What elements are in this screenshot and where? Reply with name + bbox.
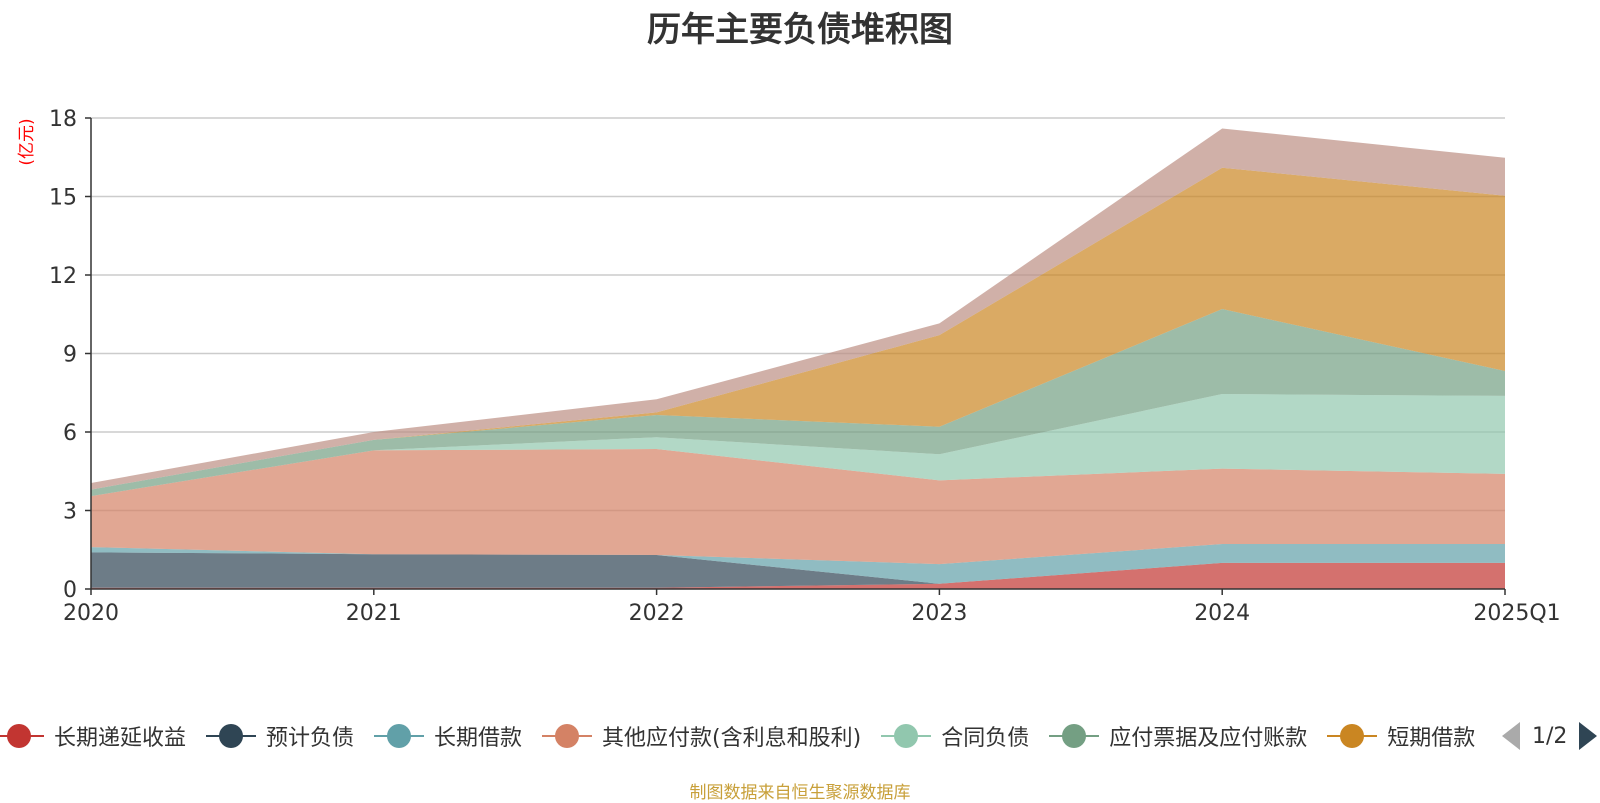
area-series-5 xyxy=(91,309,1505,497)
y-tick-label: 0 xyxy=(63,578,77,603)
legend-swatch-icon xyxy=(206,724,257,748)
area-series-4 xyxy=(91,394,1505,497)
chart-title: 历年主要负债堆积图 xyxy=(647,10,953,50)
legend-item[interactable]: 长期借款 xyxy=(374,716,522,756)
x-tick-label: 2021 xyxy=(346,601,402,626)
y-axis-label: (亿元) xyxy=(17,118,37,165)
legend-pager: 1/2 xyxy=(1502,720,1598,752)
legend-item-label: 应付票据及应付账款 xyxy=(1109,726,1308,751)
area-series xyxy=(91,128,1505,589)
legend-item-label: 短期借款 xyxy=(1387,726,1476,751)
legend-swatch-icon xyxy=(1049,724,1100,748)
y-tick-label: 12 xyxy=(49,264,77,289)
legend-item[interactable]: 预计负债 xyxy=(206,716,354,756)
area-series-7 xyxy=(91,128,1505,490)
legend-item[interactable]: 其他应付款(含利息和股利) xyxy=(542,716,861,756)
x-tick-label: 2022 xyxy=(629,601,685,626)
legend-swatch-icon xyxy=(374,724,425,748)
legend-viewport: 长期递延收益 预计负债 长期借款 其他应付款(含利息和股利) 合同负债 应付票据及应付账款… xyxy=(0,716,1484,756)
y-tick-label: 3 xyxy=(63,500,77,525)
legend-item[interactable]: 合同负债 xyxy=(881,716,1029,756)
legend-swatch-icon xyxy=(0,724,44,748)
legend-item-label: 预计负债 xyxy=(266,726,355,751)
area-series-6 xyxy=(91,167,1505,490)
area-series-2 xyxy=(91,543,1505,584)
axes: 0 3 6 9 12 15 18 2020 2021 2022 2023 2024 2025Q1 xyxy=(49,107,1561,626)
source-note: 制图数据来自恒生聚源数据库 xyxy=(689,783,911,803)
legend-item[interactable]: 应付票据及应付账款 xyxy=(1049,716,1307,756)
x-tick-label: 2023 xyxy=(911,601,967,626)
legend-swatch-icon xyxy=(542,724,593,748)
x-tick-label: 2020 xyxy=(63,601,119,626)
area-series-0 xyxy=(91,562,1505,589)
legend-item[interactable]: 长期递延收益 xyxy=(0,716,186,756)
legend-item-label: 长期递延收益 xyxy=(54,726,187,751)
legend-track: 长期递延收益 预计负债 长期借款 其他应付款(含利息和股利) 合同负债 应付票据及应付账款… xyxy=(0,716,1484,756)
area-series-3 xyxy=(91,449,1505,565)
area-series-1 xyxy=(91,552,1505,588)
y-tick-label: 6 xyxy=(63,421,77,446)
x-tick-label: 2024 xyxy=(1194,601,1250,626)
legend-swatch-icon xyxy=(1327,724,1378,748)
legend-item-label: 合同负债 xyxy=(941,726,1030,751)
legend-item-label: 其他应付款(含利息和股利) xyxy=(602,726,862,751)
legend-next-page-icon[interactable] xyxy=(1579,722,1598,750)
legend-item-label: 长期借款 xyxy=(434,726,523,751)
legend-swatch-icon xyxy=(881,724,932,748)
y-tick-label: 9 xyxy=(63,343,77,368)
x-tick-label: 2025Q1 xyxy=(1473,601,1560,626)
legend-item[interactable]: 短期借款 xyxy=(1327,716,1475,756)
y-tick-label: 18 xyxy=(49,107,77,132)
legend-page-indicator: 1/2 xyxy=(1532,723,1568,749)
legend-prev-page-icon[interactable] xyxy=(1502,722,1520,750)
legend: 长期递延收益 预计负债 长期借款 其他应付款(含利息和股利) 合同负债 应付票据及应付账款… xyxy=(0,716,1600,756)
y-tick-label: 15 xyxy=(49,186,77,211)
